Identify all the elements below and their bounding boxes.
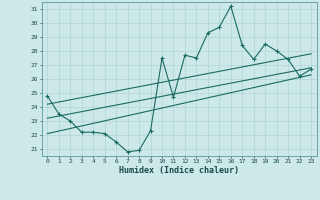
X-axis label: Humidex (Indice chaleur): Humidex (Indice chaleur): [119, 166, 239, 175]
